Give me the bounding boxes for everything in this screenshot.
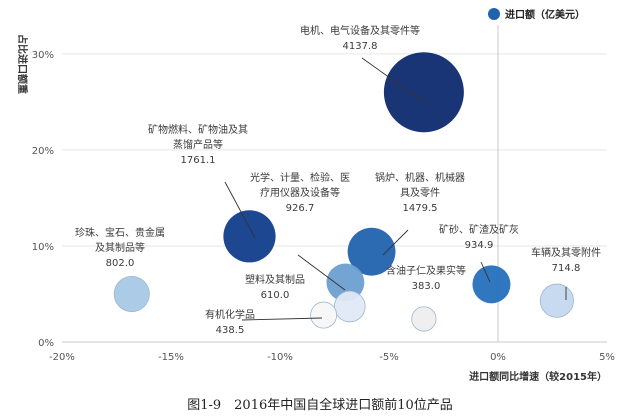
bubble-category-label: 具及零件 <box>400 187 440 199</box>
x-tick-label: -15% <box>158 352 184 363</box>
bubble <box>223 210 276 263</box>
bubble-category-label: 含油子仁及果实等 <box>386 264 466 277</box>
bubble-value-label: 610.0 <box>261 290 290 301</box>
bubble-value-label: 1479.5 <box>403 203 438 214</box>
leader-line <box>382 229 409 256</box>
bubble-value-label: 1761.1 <box>181 155 216 166</box>
y-tick-label: 20% <box>32 146 54 157</box>
bubble-value-label: 934.9 <box>465 240 494 251</box>
grid-lines <box>62 25 607 343</box>
bubble-label: 矿砂、矿渣及矿灰 934.9 <box>439 223 519 251</box>
bubble-category-label: 电机、电气设备及其零件等 <box>300 24 420 37</box>
legend-swatch <box>488 8 500 20</box>
y-tick-label: 0% <box>38 338 54 349</box>
bubble-category-label: 蒸馏产品等 <box>173 138 223 151</box>
bubble-category-label: 车辆及其零附件 <box>531 246 601 259</box>
bubble-category-label: 塑料及其制品 <box>245 273 305 286</box>
bubble-chart: -20% -15% -10% -5% 0% 5% 0% 10% 20% 30% 电机、电气设备及… <box>16 8 615 383</box>
bubble-label: 电机、电气设备及其零件等 4137.8 <box>300 24 420 52</box>
bubble-category-label: 矿砂、矿渣及矿灰 <box>439 223 519 236</box>
x-tick-label: -10% <box>267 352 293 363</box>
leader-line <box>361 57 429 106</box>
bubble <box>310 301 338 329</box>
bubble-category-label: 有机化学品 <box>205 308 255 321</box>
bubble <box>113 275 150 312</box>
bubble-category-label: 疗用仪器及设备等 <box>260 186 340 199</box>
bubble <box>411 306 437 332</box>
bubble-value-label: 438.5 <box>216 325 245 336</box>
y-tick-label: 10% <box>32 242 54 253</box>
x-axis-title: 进口额同比增速（较2015年） <box>469 370 607 383</box>
leader-line <box>480 261 491 283</box>
bubble <box>347 227 396 276</box>
bubble-label: 塑料及其制品 610.0 <box>245 273 305 301</box>
x-tick-label: -5% <box>379 352 398 363</box>
x-tick-label: 5% <box>599 352 615 363</box>
bubble-category-label: 光学、计量、检验、医 <box>250 171 350 184</box>
bubble-value-label: 802.0 <box>106 258 135 269</box>
bubble <box>539 283 574 318</box>
legend-label: 进口额（亿美元） <box>505 8 585 21</box>
legend: 进口额（亿美元） <box>488 8 585 21</box>
y-tick-label: 30% <box>32 50 54 61</box>
x-tick-label: -20% <box>49 352 75 363</box>
bubble-value-label: 4137.8 <box>343 41 378 52</box>
bubble-value-label: 714.8 <box>552 263 581 274</box>
leader-line <box>224 181 256 239</box>
bubble-category-label: 及其制品等 <box>95 241 145 254</box>
bubble-category-label: 锅炉、机器、机械器 <box>375 171 465 184</box>
figure-caption: 图1-9 2016年中国自全球进口额前10位产品 <box>187 398 453 413</box>
bubble <box>383 52 464 133</box>
y-axis-ticks: 0% 10% 20% 30% <box>32 50 54 349</box>
x-tick-label: 0% <box>490 352 506 363</box>
bubbles-layer <box>113 52 574 332</box>
bubble <box>334 290 366 323</box>
y-axis-title: 占比进口额重 <box>16 34 29 94</box>
bubble-label: 有机化学品 438.5 <box>205 308 255 336</box>
bubble-label: 车辆及其零附件 714.8 <box>531 246 601 274</box>
leader-line <box>297 254 346 291</box>
bubble-label: 含油子仁及果实等 383.0 <box>386 264 466 292</box>
bubble-category-label: 矿物燃料、矿物油及其 <box>148 123 248 136</box>
leader-line <box>241 317 323 321</box>
bubble-value-label: 383.0 <box>412 281 441 292</box>
leader-lines <box>224 57 567 321</box>
x-axis-ticks: -20% -15% -10% -5% 0% 5% <box>49 352 615 363</box>
bubble-value-label: 926.7 <box>286 203 315 214</box>
bubble <box>472 265 511 304</box>
bubble-category-label: 珍珠、宝石、贵金属 <box>75 226 165 239</box>
